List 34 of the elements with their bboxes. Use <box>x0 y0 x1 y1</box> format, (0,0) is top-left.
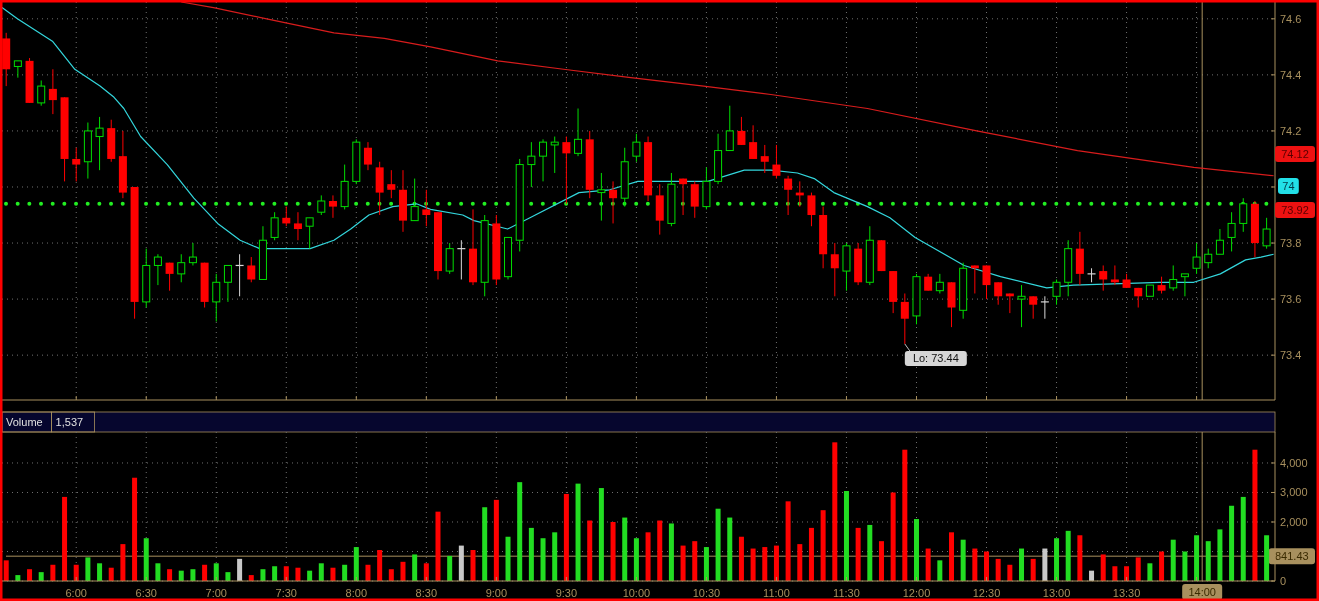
y-tick-label: 4,000 <box>1280 456 1308 469</box>
x-tick-label: 6:00 <box>65 587 87 599</box>
ref-line-label: 841.43 <box>1274 550 1309 563</box>
chart-title: Volume <box>6 416 43 428</box>
text: 74.12 <box>1281 148 1309 160</box>
x-tick-label: 7:00 <box>205 587 227 599</box>
y-tick-label: 0 <box>1280 575 1287 587</box>
x-tick-label: 6:30 <box>135 587 157 599</box>
y-tick-label: 2,000 <box>1280 515 1308 528</box>
y-tick-label: 73.8 <box>1280 237 1302 250</box>
y-tick-label: 3,000 <box>1280 486 1308 499</box>
x-tick-label: 13:00 <box>1042 587 1071 599</box>
y-tick-label: 73.6 <box>1280 293 1302 306</box>
chart-subtitle: 1,537 <box>55 416 84 428</box>
x-tick-label: 9:00 <box>485 587 508 599</box>
x-tick-label: 7:30 <box>275 587 297 599</box>
x-tick-label: 12:30 <box>972 587 1001 599</box>
x-tick-label: 8:00 <box>345 587 368 599</box>
ref-line-label: 14:00 <box>1188 586 1216 598</box>
x-tick-label: 10:30 <box>692 587 721 599</box>
y-tick-label: 73.4 <box>1280 349 1302 362</box>
x-tick-label: 13:30 <box>1112 587 1141 599</box>
x-tick-label: 9:30 <box>555 587 578 599</box>
x-tick-label: 8:30 <box>415 587 438 599</box>
x-tick-label: 10:00 <box>622 587 651 599</box>
x-tick-label: 11:00 <box>763 587 790 599</box>
y-tick-label: 74.2 <box>1280 124 1302 137</box>
y-tick-label: 74.6 <box>1280 12 1302 25</box>
text: 74 <box>1282 180 1295 192</box>
annotation: Lo: 73.44 <box>912 352 959 365</box>
y-tick-label: 74.4 <box>1280 68 1302 81</box>
x-tick-label: 11:30 <box>833 587 860 599</box>
text: 73.92 <box>1281 204 1309 216</box>
x-tick-label: 12:00 <box>902 587 931 599</box>
